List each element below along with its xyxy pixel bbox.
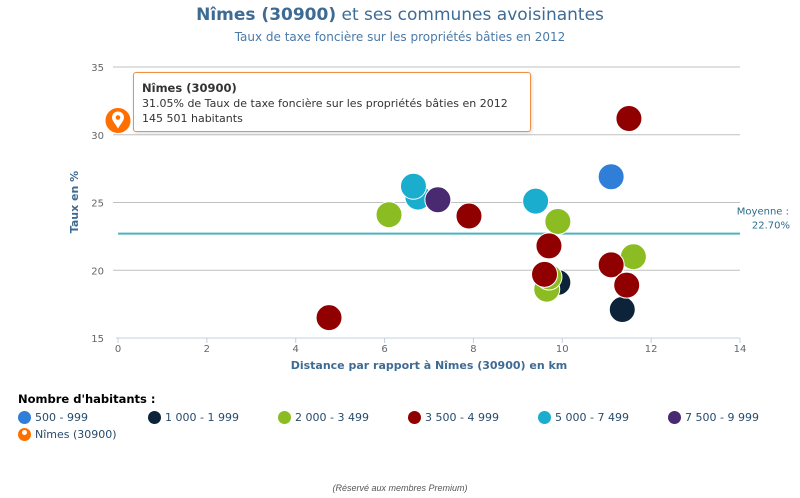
tooltip: Nîmes (30900) 31.05% de Taux de taxe fon… xyxy=(133,72,531,132)
legend-item-2000-3499[interactable]: 2 000 - 3 499 xyxy=(278,411,408,424)
x-tick-label: 8 xyxy=(470,344,476,355)
data-point-bubble[interactable] xyxy=(608,296,636,324)
x-tick-label: 14 xyxy=(734,344,747,355)
data-point-bubble[interactable] xyxy=(399,172,427,200)
title-rest: et ses communes avoisinantes xyxy=(336,5,604,25)
data-points xyxy=(104,104,647,332)
data-point-bubble[interactable] xyxy=(455,202,483,230)
legend-label: 3 500 - 4 999 xyxy=(425,411,499,424)
data-point-bubble[interactable] xyxy=(613,271,641,299)
data-point-bubble[interactable] xyxy=(375,201,403,229)
legend-label: Nîmes (30900) xyxy=(35,428,117,441)
data-point-bubble[interactable] xyxy=(597,251,625,279)
legend-title: Nombre d'habitants : xyxy=(18,392,156,406)
data-point-bubble[interactable] xyxy=(544,207,572,235)
y-tick-label: 25 xyxy=(91,199,104,210)
legend-item-5000-7499[interactable]: 5 000 - 7 499 xyxy=(538,411,668,424)
legend-label: 7 500 - 9 999 xyxy=(685,411,759,424)
legend-label: 1 000 - 1 999 xyxy=(165,411,239,424)
x-tick-label: 12 xyxy=(645,344,658,355)
x-tick-labels: 0 2 4 6 8 10 12 14 xyxy=(115,338,747,355)
chart-subtitle: Taux de taxe foncière sur les propriétés… xyxy=(234,30,566,44)
legend-label: 2 000 - 3 499 xyxy=(295,411,369,424)
y-tick-label: 35 xyxy=(91,63,104,74)
legend-dot-icon xyxy=(18,411,31,424)
data-point-bubble[interactable] xyxy=(424,186,452,214)
legend-item-500-999[interactable]: 500 - 999 xyxy=(18,411,148,424)
legend: Nombre d'habitants : 500 - 999 1 000 - 1… xyxy=(18,392,798,443)
x-tick-label: 6 xyxy=(381,344,387,355)
x-axis-title: Distance par rapport à Nîmes (30900) en … xyxy=(291,359,568,372)
legend-row: Nîmes (30900) xyxy=(18,426,798,443)
x-tick-label: 4 xyxy=(293,344,299,355)
legend-item-1000-1999[interactable]: 1 000 - 1 999 xyxy=(148,411,278,424)
tooltip-rate: 31.05% de Taux de taxe foncière sur les … xyxy=(142,97,508,110)
legend-item-3500-4999[interactable]: 3 500 - 4 999 xyxy=(408,411,538,424)
title-bold: Nîmes (30900) xyxy=(196,5,337,25)
data-point-bubble[interactable] xyxy=(522,187,550,215)
legend-label: 5 000 - 7 499 xyxy=(555,411,629,424)
x-tick-label: 2 xyxy=(204,344,210,355)
chart-title: Nîmes (30900) et ses communes avoisinant… xyxy=(0,5,800,25)
legend-dot-icon xyxy=(538,411,551,424)
legend-row: 500 - 999 1 000 - 1 999 2 000 - 3 499 3 … xyxy=(18,409,798,426)
data-point-bubble[interactable] xyxy=(531,260,559,288)
y-tick-label: 20 xyxy=(91,266,104,277)
legend-dot-icon xyxy=(668,411,681,424)
legend-label: 500 - 999 xyxy=(35,411,88,424)
average-value: 22.70% xyxy=(752,221,790,232)
map-pin-icon xyxy=(18,428,31,441)
average-label: Moyenne : xyxy=(737,207,789,218)
data-point-bubble[interactable] xyxy=(597,163,625,191)
legend-dot-icon xyxy=(148,411,161,424)
data-point-bubble[interactable] xyxy=(615,104,643,132)
y-axis-title: Taux en % xyxy=(68,171,81,233)
legend-item-nimes[interactable]: Nîmes (30900) xyxy=(18,428,148,441)
y-tick-labels: 15 20 25 30 35 xyxy=(91,63,104,345)
nimes-map-pin-icon[interactable] xyxy=(104,107,132,135)
premium-note: (Réservé aux membres Premium) xyxy=(332,483,468,493)
y-tick-label: 30 xyxy=(91,131,104,142)
x-tick-label: 0 xyxy=(115,344,121,355)
data-point-bubble[interactable] xyxy=(315,304,343,332)
tooltip-title: Nîmes (30900) xyxy=(142,81,237,95)
legend-item-7500-9999[interactable]: 7 500 - 9 999 xyxy=(668,411,798,424)
y-tick-label: 15 xyxy=(91,334,104,345)
tooltip-population: 145 501 habitants xyxy=(142,112,243,125)
x-tick-label: 10 xyxy=(556,344,569,355)
legend-dot-icon xyxy=(278,411,291,424)
data-point-bubble[interactable] xyxy=(535,232,563,260)
legend-dot-icon xyxy=(408,411,421,424)
